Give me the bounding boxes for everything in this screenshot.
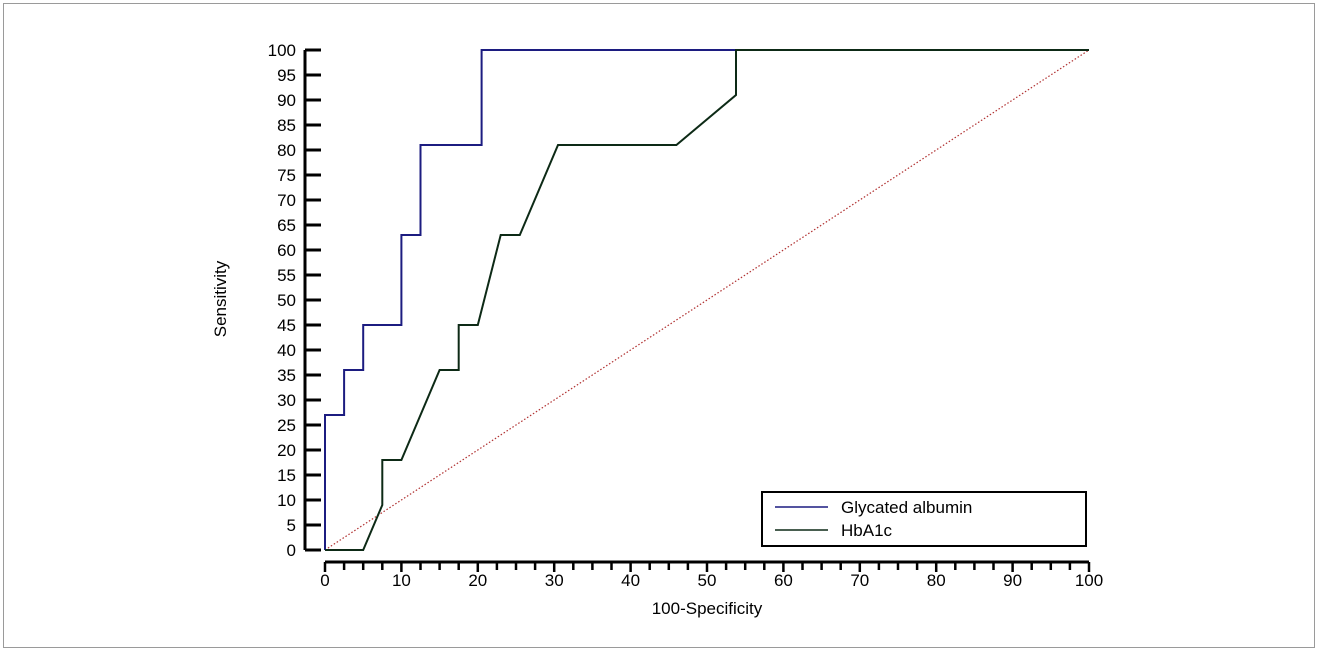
y-tick-label: 60 xyxy=(277,241,296,260)
y-tick-label: 75 xyxy=(277,166,296,185)
chart-frame xyxy=(3,3,1315,648)
y-tick-label: 35 xyxy=(277,366,296,385)
x-tick-label: 40 xyxy=(621,571,640,590)
axes: 0 10 20 30 40 50 60 70 80 90 100 0 5 10 15 20 25 30 35 40 45… xyxy=(268,41,1104,590)
y-tick-label: 80 xyxy=(277,141,296,160)
series-line-glycated-albumin xyxy=(324,49,1089,550)
x-tick-label: 10 xyxy=(392,571,411,590)
y-tick-label: 100 xyxy=(268,41,296,60)
y-tick-label: 40 xyxy=(277,341,296,360)
y-tick-label: 90 xyxy=(277,91,296,110)
x-tick-label: 70 xyxy=(850,571,869,590)
x-tick-label: 50 xyxy=(698,571,717,590)
y-tick-label: 45 xyxy=(277,316,296,335)
y-tick-label: 0 xyxy=(287,541,296,560)
x-tick-label: 0 xyxy=(320,571,329,590)
x-tick-label: 60 xyxy=(774,571,793,590)
y-tick-label: 25 xyxy=(277,416,296,435)
x-tick-label: 100 xyxy=(1075,571,1103,590)
x-tick-label: 90 xyxy=(1003,571,1022,590)
y-tick-label: 70 xyxy=(277,191,296,210)
y-tick-label: 85 xyxy=(277,116,296,135)
x-tick-label: 30 xyxy=(545,571,564,590)
legend-label-glycated-albumin: Glycated albumin xyxy=(841,498,972,517)
y-tick-label: 65 xyxy=(277,216,296,235)
y-tick-label: 30 xyxy=(277,391,296,410)
y-tick-label: 10 xyxy=(277,491,296,510)
y-tick-label: 15 xyxy=(277,466,296,485)
y-tick-label: 50 xyxy=(277,291,296,310)
y-axis-title: Sensitivity xyxy=(211,260,230,337)
series-line-hba1c xyxy=(325,49,1089,551)
y-tick-label: 5 xyxy=(287,516,296,535)
x-tick-label: 20 xyxy=(468,571,487,590)
x-tick-label: 80 xyxy=(927,571,946,590)
x-axis-title: 100-Specificity xyxy=(652,599,763,618)
series-layer xyxy=(324,49,1089,551)
legend: Glycated albumin HbA1c xyxy=(761,491,1087,547)
legend-box xyxy=(761,491,1087,547)
y-tick-label: 95 xyxy=(277,66,296,85)
reference-line-layer xyxy=(324,49,1090,551)
reference-diagonal-line xyxy=(324,49,1090,551)
y-tick-label: 20 xyxy=(277,441,296,460)
y-tick-label: 55 xyxy=(277,266,296,285)
legend-label-hba1c: HbA1c xyxy=(841,521,893,540)
